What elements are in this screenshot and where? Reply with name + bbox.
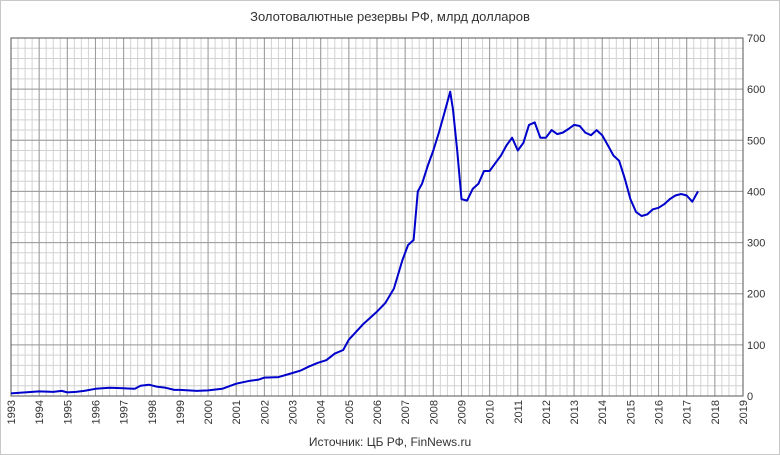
x-tick-label: 2004 [316,400,328,424]
x-tick-label: 2009 [456,400,468,424]
series-line-reserves [10,90,699,395]
y-tick-label: 600 [747,84,765,96]
x-tick-label: 2003 [288,400,300,424]
x-tick-label: 1998 [147,400,159,424]
y-tick-label: 700 [747,33,765,45]
y-tick-label: 0 [747,391,753,403]
x-tick-label: 2011 [513,400,525,424]
major-gridlines [10,37,744,397]
x-tick-label: 2017 [682,400,694,424]
x-tick-label: 2001 [231,400,243,424]
x-tick-label: 1999 [175,400,187,424]
x-tick-label: 2010 [485,400,497,424]
y-tick-label: 200 [747,289,765,301]
x-tick-label: 2016 [654,400,666,424]
x-tick-label: 2006 [372,400,384,424]
chart-title: Золотовалютные резервы РФ, млрд долларов [250,9,530,24]
y-tick-label: 300 [747,238,765,250]
x-tick-label: 1996 [90,400,102,424]
x-tick-label: 2015 [625,400,637,424]
x-tick-label: 2008 [428,400,440,424]
y-tick-label: 500 [747,135,765,147]
x-tick-label: 2013 [569,400,581,424]
x-tick-label: 1993 [6,400,18,424]
x-tick-label: 2007 [400,400,412,424]
y-tick-label: 100 [747,340,765,352]
source-caption: Источник: ЦБ РФ, FinNews.ru [308,435,472,449]
x-tick-label: 1997 [119,400,131,424]
plot-border [10,37,744,397]
x-tick-label: 2005 [344,400,356,424]
y-axis-ticks: 0 100 200 300 400 500 600 700 [747,33,765,403]
x-tick-label: 2000 [203,400,215,424]
x-axis-ticks: 1993 1994 1995 1996 1997 1998 1999 2000 2001 2002… [6,400,750,424]
x-tick-label: 2014 [597,400,609,424]
x-tick-label: 2019 [738,400,750,424]
x-tick-label: 1995 [62,400,74,424]
x-tick-label: 2002 [259,400,271,424]
x-tick-label: 2018 [710,400,722,424]
y-tick-label: 400 [747,186,765,198]
x-tick-label: 1994 [34,400,46,424]
x-tick-label: 2012 [541,400,553,424]
